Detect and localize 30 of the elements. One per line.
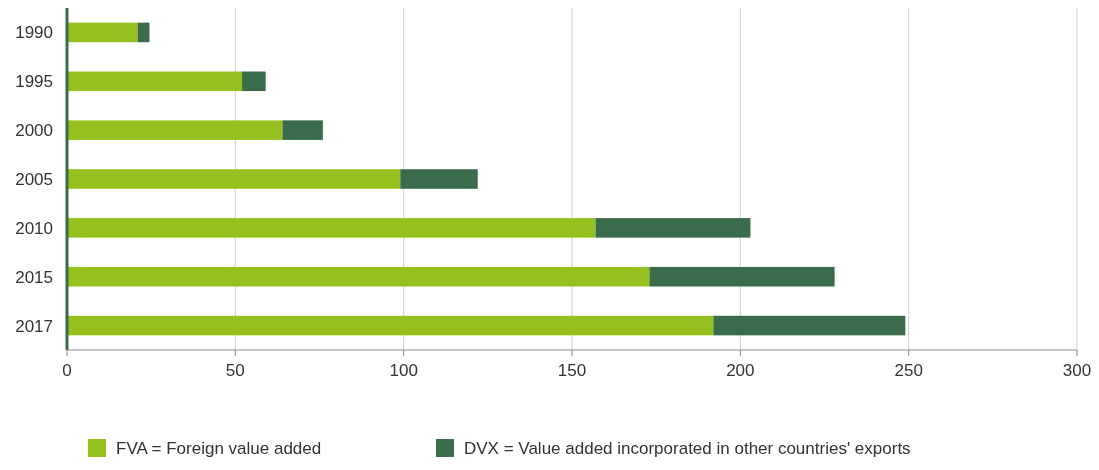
bar	[649, 266, 835, 287]
x-tick-label: 300	[1062, 361, 1092, 380]
bar	[137, 22, 150, 43]
bar	[242, 71, 266, 92]
x-tick-label: 150	[557, 361, 587, 380]
bar	[67, 169, 401, 189]
bar	[595, 218, 751, 238]
bar	[400, 169, 478, 189]
bar	[67, 315, 714, 336]
y-tick-label: 2000	[15, 121, 53, 141]
x-tick-label: 0	[62, 361, 72, 380]
x-tick-label: 200	[726, 361, 755, 380]
bar	[67, 218, 596, 238]
y-tick-label: 2005	[15, 169, 53, 189]
bar	[282, 120, 323, 140]
legend-label: FVA = Foreign value added	[116, 438, 322, 458]
bar	[67, 71, 243, 92]
y-tick-label: 2010	[15, 218, 53, 238]
bar	[67, 22, 138, 43]
x-tick-label: 100	[389, 361, 418, 380]
bar	[713, 315, 906, 336]
y-tick-label: 2015	[15, 267, 53, 287]
y-tick-label: 1990	[15, 23, 53, 43]
x-tick-label: 250	[894, 361, 923, 380]
x-tick-label: 50	[225, 361, 245, 380]
bar	[67, 120, 283, 140]
legend-label: DVX = Value added incorporated in other countries' exports	[464, 438, 911, 458]
bar	[67, 266, 650, 287]
y-tick-label: 1995	[15, 72, 53, 92]
y-tick-label: 2017	[15, 316, 53, 336]
